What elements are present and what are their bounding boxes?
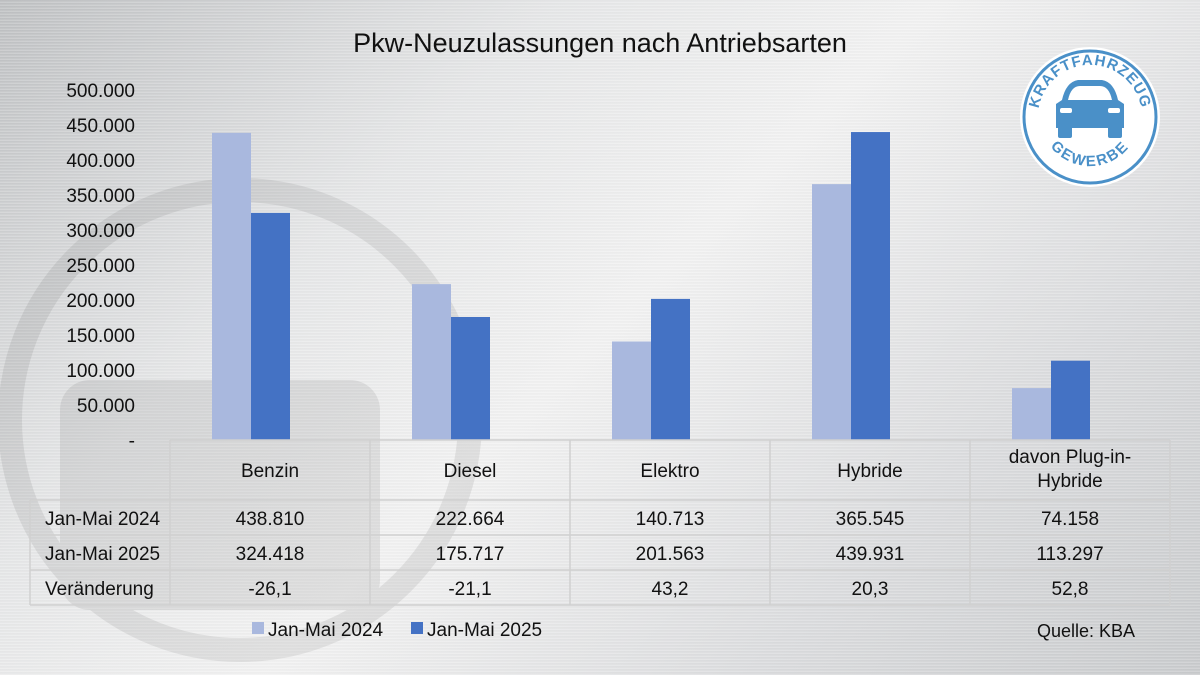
bar-2024 [412, 284, 451, 440]
category-label: Hybride [837, 461, 902, 482]
y-tick-label: - [129, 431, 135, 452]
legend-label: Jan-Mai 2025 [427, 620, 542, 641]
y-tick-label: 300.000 [66, 221, 135, 242]
table-cell: 438.810 [236, 509, 305, 530]
y-tick-label: 350.000 [66, 186, 135, 207]
bar-2025 [1051, 360, 1090, 440]
table-cell: 140.713 [636, 509, 705, 530]
y-axis: - 50.000 100.000 150.000 200.000 250.000 300.0… [66, 81, 135, 452]
table-cell: 222.664 [436, 509, 505, 530]
y-tick-label: 250.000 [66, 256, 135, 277]
legend-swatch [252, 622, 264, 634]
bar-2024 [1012, 388, 1051, 440]
bar-2025 [251, 212, 290, 440]
table-cell: 52,8 [1052, 579, 1089, 600]
source-note: Quelle: KBA [1037, 621, 1135, 641]
y-tick-label: 400.000 [66, 151, 135, 172]
chart-title: Pkw-Neuzulassungen nach Antriebsarten [353, 28, 847, 58]
table-cell: 20,3 [852, 579, 889, 600]
bars [212, 132, 1090, 441]
table-cell: 43,2 [652, 579, 689, 600]
category-label: Diesel [444, 461, 497, 482]
category-label: Benzin [241, 461, 299, 482]
table-cell: 74.158 [1041, 509, 1099, 530]
bar-2025 [851, 132, 890, 441]
row-label: Jan-Mai 2025 [45, 544, 160, 565]
table-cell: 365.545 [836, 509, 905, 530]
category-label: Elektro [640, 461, 699, 482]
y-tick-label: 50.000 [77, 396, 135, 417]
bar-2024 [812, 184, 851, 440]
bar-2024 [212, 132, 251, 440]
data-table: Benzin Diesel Elektro Hybride davon Plug-in-… [29, 439, 1171, 606]
table-cell: 113.297 [1036, 544, 1103, 565]
legend-label: Jan-Mai 2024 [268, 620, 384, 641]
y-tick-label: 500.000 [66, 81, 135, 102]
bar-2024 [612, 341, 651, 440]
table-cell: -21,1 [448, 579, 491, 600]
table-cell: -26,1 [248, 579, 291, 600]
row-label: Veränderung [45, 579, 154, 600]
legend: Jan-Mai 2024 Jan-Mai 2025 [252, 620, 542, 641]
car-icon [1056, 80, 1124, 138]
category-label: davon Plug-in-Hybride [1009, 447, 1132, 492]
y-tick-label: 450.000 [66, 116, 135, 137]
table-cell: 439.931 [836, 544, 905, 565]
table-cell: 324.418 [236, 544, 305, 565]
bar-2025 [451, 316, 490, 440]
y-tick-label: 200.000 [66, 291, 135, 312]
table-cell: 201.563 [636, 544, 705, 565]
legend-swatch [411, 622, 423, 634]
y-tick-label: 150.000 [66, 326, 135, 347]
y-tick-label: 100.000 [66, 361, 135, 382]
table-cell: 175.717 [436, 544, 505, 565]
row-label: Jan-Mai 2024 [45, 509, 161, 530]
kfz-gewerbe-logo: KRAFTFAHRZEUG GEWERBE [1020, 47, 1160, 187]
bar-2025 [651, 298, 690, 440]
